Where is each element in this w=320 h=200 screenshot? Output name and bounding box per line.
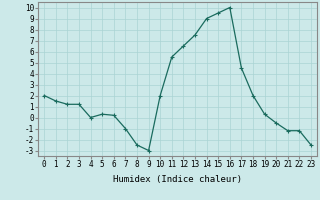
X-axis label: Humidex (Indice chaleur): Humidex (Indice chaleur) <box>113 175 242 184</box>
